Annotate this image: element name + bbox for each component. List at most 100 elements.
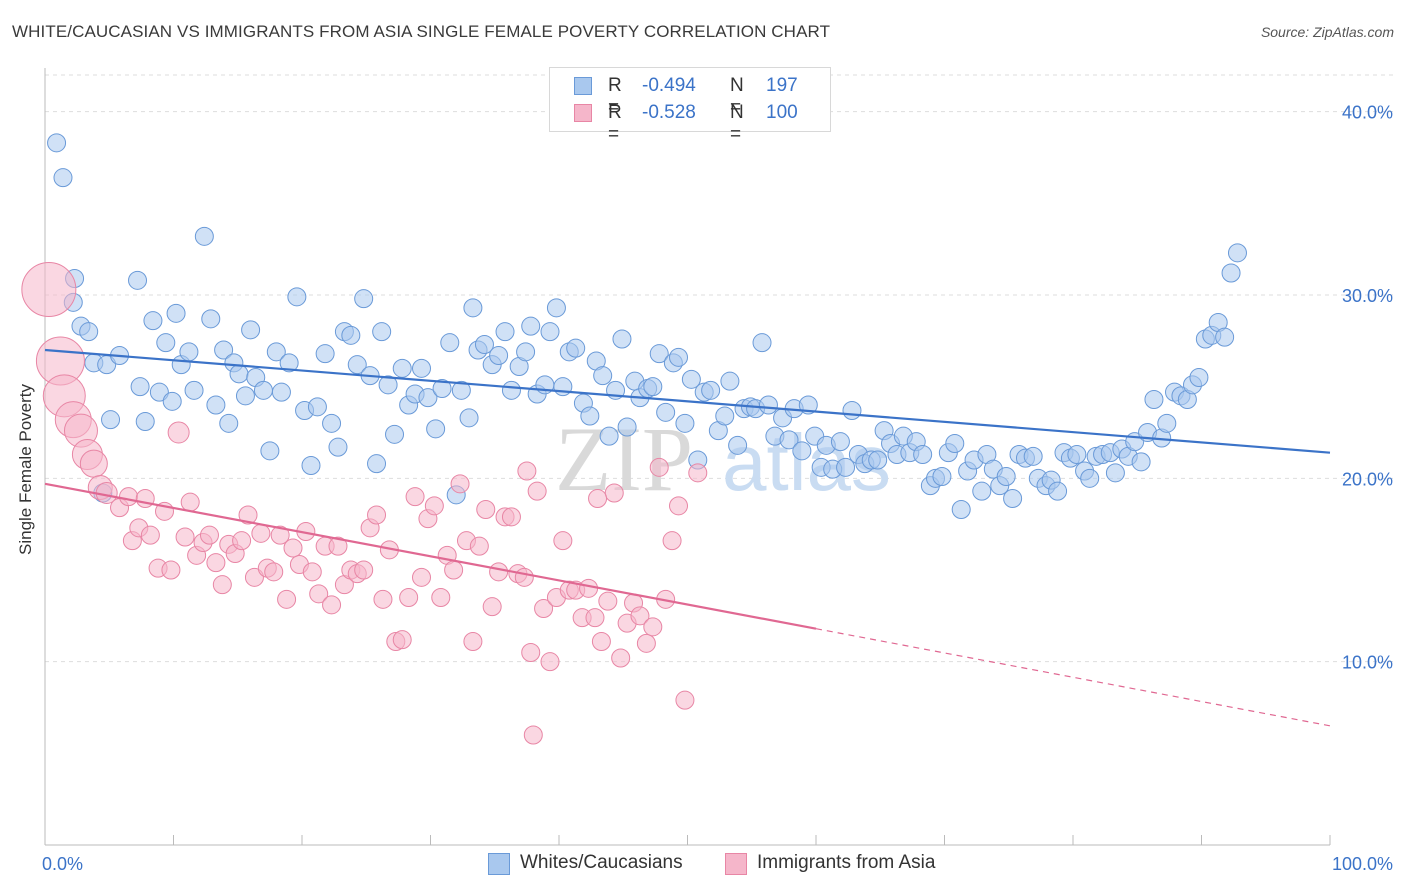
data-point-asia (373, 589, 393, 609)
data-point-whites (440, 333, 460, 353)
data-point-whites (301, 456, 321, 475)
data-point-whites (143, 311, 163, 331)
data-point-whites (836, 457, 856, 477)
data-point-whites (206, 395, 226, 415)
data-point-whites (135, 412, 155, 431)
data-point-whites (1144, 390, 1164, 409)
data-point-asia (412, 567, 432, 587)
data-point-whites (501, 380, 521, 400)
data-point-whites (307, 397, 327, 417)
data-point-asia (688, 463, 708, 483)
correlation-legend: R = -0.494 N = 197 R = -0.528 N = 100 (549, 67, 831, 145)
trend-line-asia (44, 482, 817, 630)
data-point-asia (180, 492, 200, 512)
data-point-whites (701, 380, 721, 400)
data-point-whites (1215, 327, 1235, 347)
data-point-asia (161, 560, 181, 580)
data-point-whites (1131, 452, 1151, 472)
tick-labels: 10.0% 20.0% 30.0% 40.0% 0.0% 100.0% (42, 103, 1393, 874)
data-point-whites (385, 424, 405, 444)
legend-r-label: R = (608, 102, 622, 145)
data-point-asia (630, 606, 650, 626)
data-point-whites (798, 395, 818, 415)
data-point-whites (951, 500, 971, 519)
data-point-asia (405, 487, 425, 507)
data-point-whites (546, 298, 566, 318)
data-point-whites (184, 380, 204, 400)
data-point-asia (302, 562, 322, 582)
data-point-whites (266, 342, 286, 362)
data-point-whites (656, 402, 676, 422)
data-point-whites (392, 358, 412, 378)
data-point-whites (599, 426, 619, 446)
data-point-whites (580, 406, 600, 426)
data-point-whites (913, 445, 933, 464)
legend-r-value: -0.494 (642, 75, 696, 96)
data-point-whites (516, 342, 536, 362)
data-point-whites (432, 379, 452, 398)
chart-title: WHITE/CAUCASIAN VS IMMIGRANTS FROM ASIA … (12, 22, 831, 41)
legend-n-label: N = (730, 75, 744, 118)
data-point-asia (611, 648, 631, 668)
data-point-asia (553, 531, 573, 551)
data-point-whites (378, 375, 398, 395)
data-point-whites (341, 325, 361, 345)
data-point-whites (271, 382, 291, 402)
data-point-whites (194, 226, 214, 246)
y-tick-label: 20.0% (1342, 469, 1393, 489)
data-point-whites (260, 441, 280, 461)
data-point-whites (1221, 263, 1241, 283)
data-point-whites (367, 454, 387, 474)
data-point-whites (156, 333, 176, 353)
series-asia-points (21, 262, 708, 745)
data-point-asia (232, 531, 252, 551)
data-point-whites (945, 434, 965, 453)
data-point-whites (868, 450, 888, 470)
data-point-whites (53, 168, 73, 188)
data-point-asia (206, 553, 226, 573)
trend-lines (44, 348, 1331, 727)
data-point-whites (287, 287, 307, 307)
data-point-asia (523, 725, 543, 745)
data-point-asia (540, 652, 560, 672)
data-point-whites (328, 437, 348, 457)
trend-line-asia-extrapolated (815, 628, 1331, 727)
data-point-whites (354, 289, 374, 309)
data-point-whites (675, 413, 695, 433)
data-point-asia (270, 525, 290, 545)
data-point-asia (140, 525, 160, 545)
data-point-asia (175, 527, 195, 547)
data-point-asia (322, 595, 342, 615)
legend-n-value: 197 (766, 75, 798, 96)
data-point-asia (662, 531, 682, 551)
data-point-whites (643, 377, 663, 397)
data-point-whites (412, 358, 432, 378)
data-point-asia (517, 461, 537, 481)
data-point-asia (527, 481, 547, 501)
data-point-asia (79, 449, 108, 478)
y-tick-label: 30.0% (1342, 286, 1393, 306)
data-point-whites (1227, 243, 1247, 263)
data-point-whites (566, 338, 586, 358)
bottom-swatch-blue (488, 853, 510, 875)
data-point-whites (474, 335, 494, 354)
data-point-whites (459, 408, 479, 428)
data-point-whites (101, 410, 121, 430)
data-point-asia (482, 597, 502, 617)
data-point-whites (235, 386, 255, 406)
data-point-asia (309, 584, 329, 604)
data-point-whites (1189, 368, 1209, 387)
data-point-whites (1023, 446, 1043, 466)
data-point-whites (128, 270, 148, 290)
data-point-whites (149, 382, 169, 402)
source-label: Source: ZipAtlas.com (1260, 24, 1394, 40)
data-point-asia (598, 591, 618, 611)
data-point-asia (444, 560, 464, 580)
data-point-whites (489, 346, 509, 365)
data-point-asia (469, 536, 489, 556)
data-point-whites (426, 419, 446, 439)
x-tick-label-min: 0.0% (42, 854, 83, 874)
data-point-asia (251, 523, 271, 543)
data-point-whites (1003, 489, 1023, 508)
